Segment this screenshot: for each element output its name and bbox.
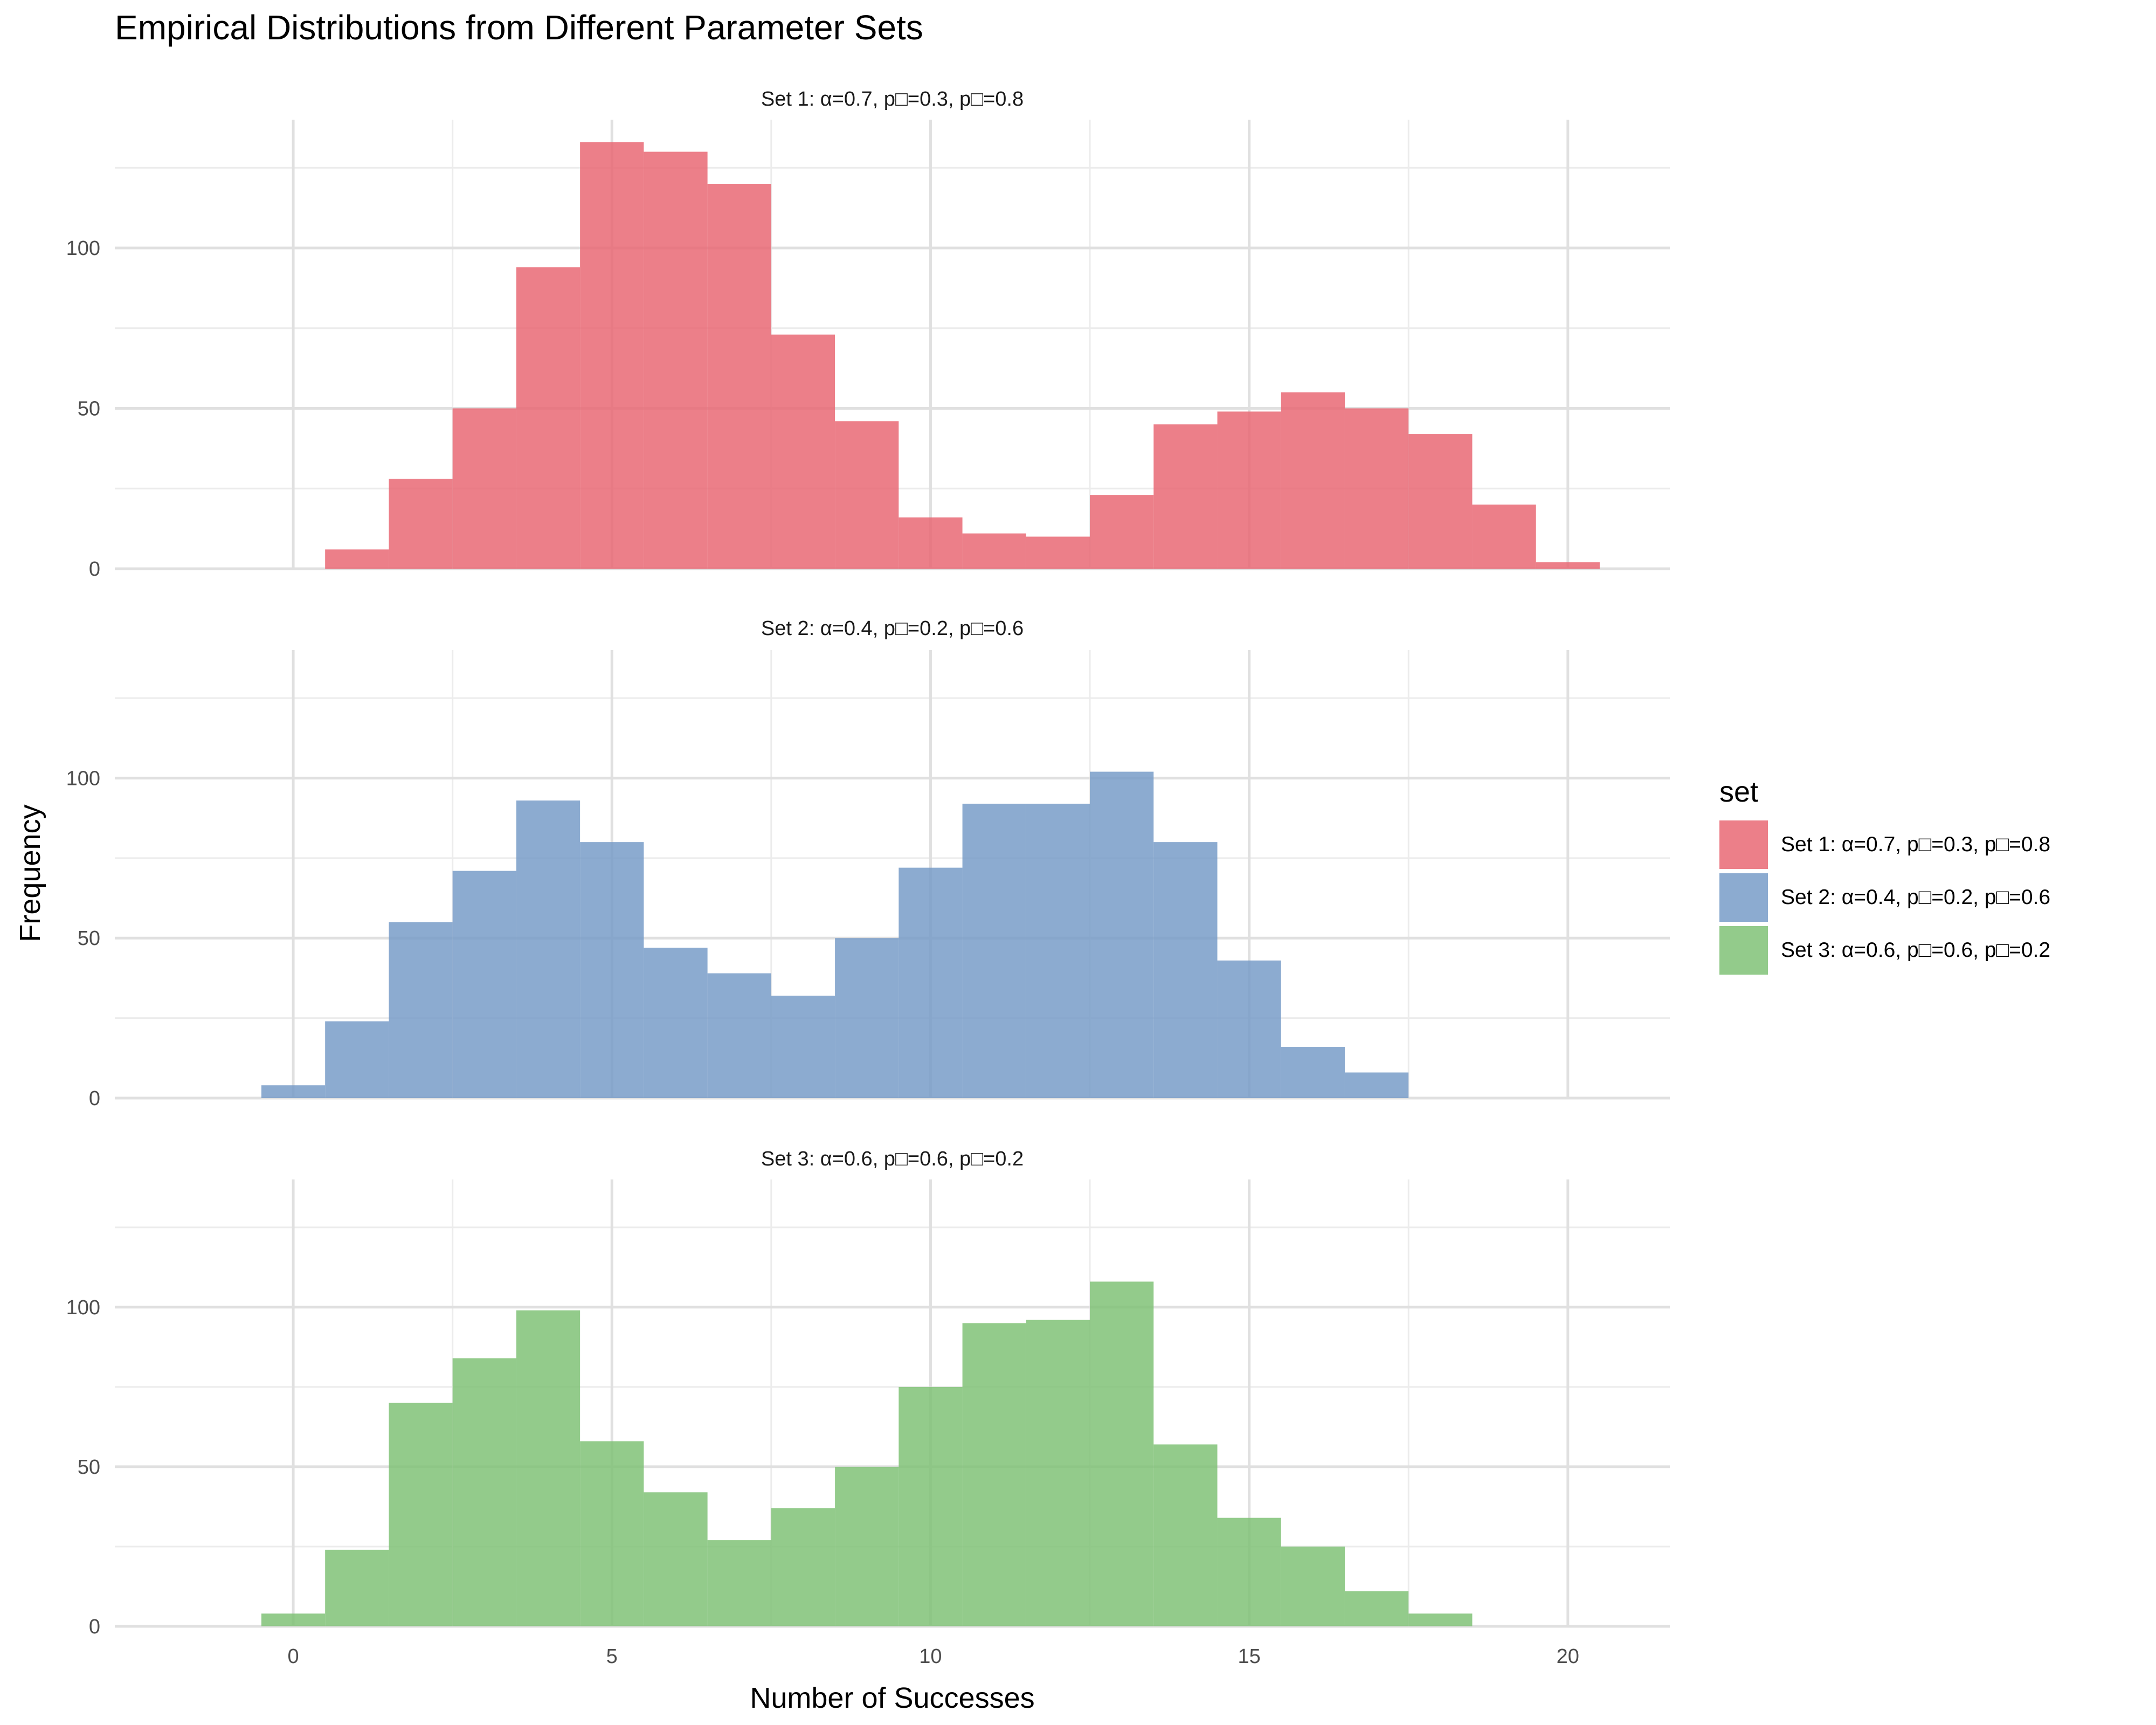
histogram-bar (1090, 495, 1154, 569)
legend-item: Set 2: α=0.4, p□=0.2, p□=0.6 (1719, 873, 2050, 922)
legend-title: set (1719, 776, 1759, 808)
y-tick-label: 100 (66, 767, 100, 790)
histogram-bar (835, 1466, 899, 1626)
facet-strip-label: Set 1: α=0.7, p□=0.3, p□=0.8 (761, 88, 1024, 111)
histogram-bar (771, 1508, 835, 1626)
x-tick-label: 5 (606, 1645, 618, 1668)
legend-label: Set 2: α=0.4, p□=0.2, p□=0.6 (1781, 886, 2051, 909)
histogram-bar (1344, 1591, 1409, 1626)
x-tick-label: 10 (919, 1645, 942, 1668)
histogram-bar (1281, 1047, 1345, 1098)
histogram-bar (1153, 1444, 1218, 1626)
histogram-bar (1536, 562, 1600, 569)
histogram-bar (644, 948, 708, 1098)
histogram-bar (1217, 960, 1281, 1098)
x-axis-title: Number of Successes (750, 1682, 1034, 1714)
x-tick-label: 20 (1557, 1645, 1579, 1668)
histogram-bar (707, 973, 771, 1098)
legend: set Set 1: α=0.7, p□=0.3, p□=0.8 Set 2: … (1719, 775, 2050, 979)
legend-label: Set 3: α=0.6, p□=0.6, p□=0.2 (1781, 939, 2051, 962)
y-tick-label: 100 (66, 1296, 100, 1319)
histogram-bar (325, 1549, 389, 1626)
histogram-bar (962, 1323, 1026, 1626)
histogram-bar (1026, 803, 1090, 1098)
histogram-bar (1217, 1517, 1281, 1626)
histogram-bar (707, 1540, 771, 1626)
histogram-bar (899, 1386, 963, 1626)
histogram-bar (771, 996, 835, 1098)
legend-label: Set 1: α=0.7, p□=0.3, p□=0.8 (1781, 833, 2051, 856)
y-tick-label: 50 (78, 398, 100, 420)
histogram-bar (1026, 1320, 1090, 1626)
histogram-bar (644, 151, 708, 569)
histogram-bar (452, 1358, 516, 1626)
histogram-bar (1153, 842, 1218, 1098)
x-tick-label: 0 (287, 1645, 299, 1668)
histogram-bar (707, 184, 771, 569)
legend-swatch (1719, 926, 1768, 975)
histogram-bar (962, 803, 1026, 1098)
legend-swatch (1719, 873, 1768, 922)
histogram-bar (771, 334, 835, 569)
histogram-bar (389, 922, 453, 1098)
histogram-bar (1090, 1281, 1154, 1626)
histogram-bar (261, 1613, 326, 1626)
histogram-bar (1408, 434, 1473, 569)
facet-strip-label: Set 3: α=0.6, p□=0.6, p□=0.2 (761, 1148, 1024, 1170)
histogram-bar (1472, 505, 1536, 569)
histogram-bar (1344, 1072, 1409, 1098)
facet-strip-label: Set 2: α=0.4, p□=0.2, p□=0.6 (761, 617, 1024, 640)
histogram-bar (962, 533, 1026, 569)
y-tick-label: 100 (66, 237, 100, 260)
histogram-bar (325, 1021, 389, 1098)
histogram-bar (516, 1310, 581, 1626)
x-tick-label: 15 (1238, 1645, 1260, 1668)
histogram-bar (580, 842, 644, 1098)
histogram-bar (1026, 536, 1090, 569)
histogram-bar (580, 1441, 644, 1626)
histogram-bar (1344, 408, 1409, 569)
histogram-bar (452, 408, 516, 569)
histogram-bar (452, 871, 516, 1098)
histogram-bar (1281, 1546, 1345, 1626)
histogram-bar (516, 800, 581, 1098)
y-tick-label: 50 (78, 1456, 100, 1479)
histogram-bar (325, 549, 389, 569)
y-axis-title: Frequency (14, 804, 46, 942)
histogram-bar (516, 267, 581, 569)
histogram-bar (1281, 392, 1345, 569)
legend-swatch (1719, 820, 1768, 869)
histogram-bar (1153, 424, 1218, 569)
y-tick-label: 50 (78, 927, 100, 950)
histogram-bar (580, 142, 644, 569)
histogram-bar (835, 938, 899, 1098)
histogram-bar (1408, 1613, 1473, 1626)
y-tick-label: 0 (89, 1087, 100, 1110)
histogram-bar (389, 479, 453, 569)
histogram-bar (899, 867, 963, 1098)
histogram-bar (389, 1403, 453, 1626)
histogram-bar (899, 517, 963, 569)
histogram-bar (835, 421, 899, 569)
histogram-bar (1090, 771, 1154, 1098)
chart-title: Empirical Distributions from Different P… (115, 8, 923, 47)
legend-item: Set 1: α=0.7, p□=0.3, p□=0.8 (1719, 820, 2050, 869)
y-tick-label: 0 (89, 1616, 100, 1638)
histogram-bar (644, 1492, 708, 1626)
y-tick-label: 0 (89, 558, 100, 581)
legend-item: Set 3: α=0.6, p□=0.6, p□=0.2 (1719, 926, 2050, 975)
histogram-bar (1217, 411, 1281, 569)
histogram-bar (261, 1085, 326, 1098)
